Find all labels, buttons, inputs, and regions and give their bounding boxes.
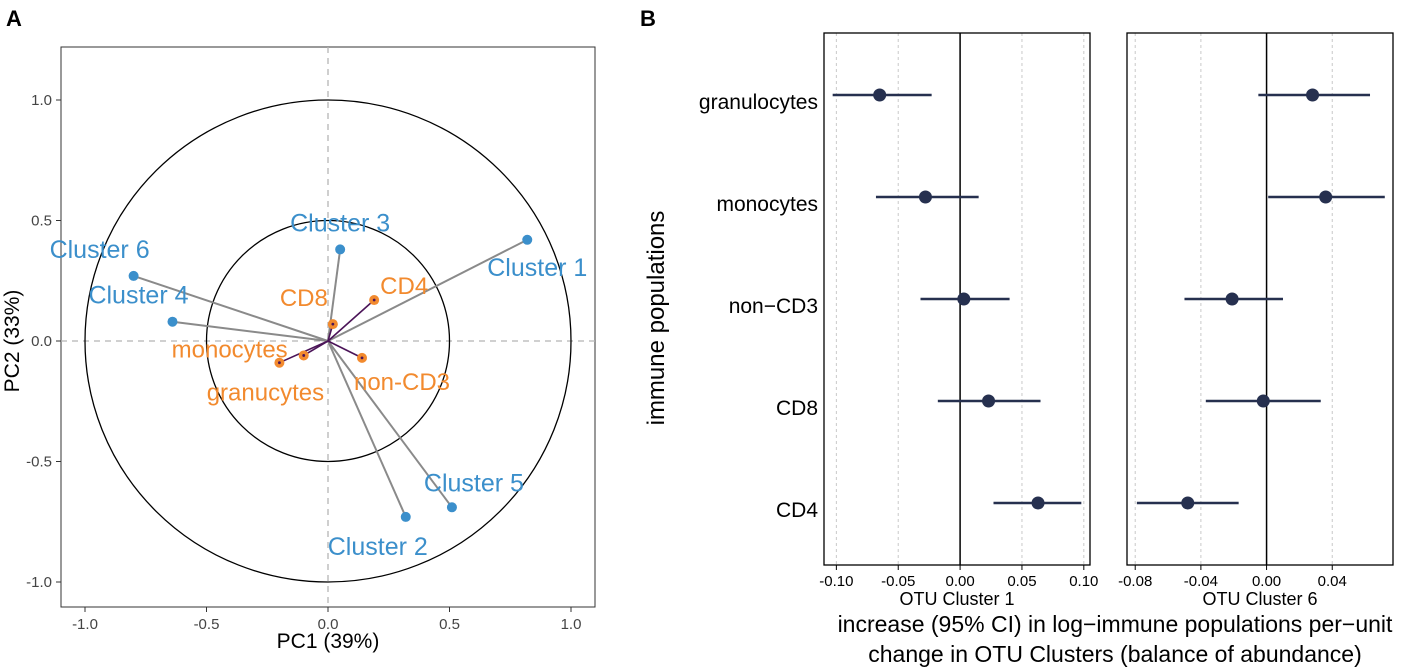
point-center-non-cd3 [360,356,364,360]
otu-cluster-1-frame [823,32,1091,566]
otu-cluster-6-x-tick-label: -0.04 [1184,573,1218,590]
pca-y-tick-label: -0.5 [26,454,52,471]
vector-line-cluster-5 [327,340,453,508]
otu-cluster-1-x-tick-label: -0.05 [881,573,915,590]
pca-x-tick-label: -1.0 [72,616,98,633]
estimate-point-otu-cluster-6-monocytes [1319,190,1333,204]
label-granucytes: granucytes [207,380,324,407]
estimate-point-otu-cluster-1-non-cd3 [957,292,971,306]
pca-y-tick-label: -1.0 [26,574,52,591]
vector-line-non-cd3 [327,340,363,359]
category-label-monocytes: monocytes [716,193,818,216]
point-center-cd8 [331,322,335,326]
pca-x-axis-title: PC1 (39%) [277,630,380,653]
label-cluster-4: Cluster 4 [88,282,188,310]
label-cd4: CD4 [380,273,428,300]
estimate-point-otu-cluster-6-cd8 [1256,394,1270,408]
facet-otu-cluster-1: -0.10 -0.05 0.00 0.05 0.10 OTU Cluster 1 [819,32,1098,609]
point-center-monocytes [302,354,306,357]
point-center-granucytes [278,361,281,365]
estimate-point-otu-cluster-6-granulocytes [1306,88,1320,102]
forest-y-axis-title: immune populations [643,211,670,426]
estimate-point-otu-cluster-1-cd8 [982,394,996,408]
pca-x-tick-label: 0.0 [318,616,339,633]
pca-circles [84,99,572,583]
vector-line-cd4 [327,299,375,342]
forest-x-axis-title-line2: change in OTU Clusters (balance of abund… [868,641,1362,667]
pca-y-axis-title: PC2 (33%) [1,290,24,393]
vector-line-cluster-6 [133,274,329,342]
vector-line-cluster-2 [327,340,407,518]
estimate-point-otu-cluster-1-granulocytes [873,88,887,102]
point-cluster-5 [446,502,457,513]
pca-point-labels: Cluster 1 Cluster 2 Cluster 3 Cluster 4 Clus… [50,209,588,561]
category-label-granulocytes: granulocytes [699,91,818,114]
pca-points [128,234,533,522]
label-cluster-5: Cluster 5 [424,469,524,497]
forest-category-labels: granulocytes monocytes non−CD3 CD8 CD4 [699,91,818,522]
pca-x-ticks: -1.0 -0.5 0.0 0.5 1.0 [72,607,581,633]
pca-x-tick-label: 1.0 [561,616,582,633]
pca-y-tick-label: 0.5 [31,213,52,230]
pca-circle-inner [205,219,451,463]
pca-reference-lines [61,47,595,607]
otu-cluster-1-x-tick-label: 0.10 [1069,573,1098,590]
point-cluster-1 [522,234,533,245]
pca-y-tick-label: 0.0 [31,333,52,350]
label-non-cd3: non-CD3 [354,369,450,396]
estimate-point-otu-cluster-6-cd4 [1181,496,1195,510]
label-cluster-3: Cluster 3 [290,209,390,237]
panel-b-label: B [640,6,656,31]
otu-cluster-6-title: OTU Cluster 6 [1202,589,1317,609]
otu-cluster-1-x-tick-label: 0.00 [945,573,974,590]
pca-x-tick-label: -0.5 [194,616,220,633]
panel-a-label: A [6,6,22,31]
vector-line-cluster-1 [327,238,528,342]
label-monocytes: monocytes [172,336,288,363]
label-cluster-1: Cluster 1 [487,254,587,282]
category-label-cd8: CD8 [776,397,818,420]
point-cluster-2 [400,511,411,522]
pca-x-tick-label: 0.5 [439,616,460,633]
otu-cluster-6-x-tick-label: -0.08 [1118,573,1152,590]
forest-panel: -0.10 -0.05 0.00 0.05 0.10 OTU Cluster 1 -0.0… [643,32,1394,667]
otu-cluster-1-title: OTU Cluster 1 [899,589,1014,609]
category-label-non-cd3: non−CD3 [729,295,818,318]
otu-cluster-1-x-tick-label: 0.05 [1007,573,1036,590]
otu-cluster-6-frame [1126,32,1394,566]
label-cluster-6: Cluster 6 [50,236,150,264]
pca-panel: Cluster 1 Cluster 2 Cluster 3 Cluster 4 Clus… [1,46,596,653]
point-cluster-6 [128,270,139,281]
vector-line-cluster-4 [172,320,329,342]
estimate-point-otu-cluster-1-monocytes [918,190,932,204]
point-center-cd4 [372,298,376,302]
cluster-vector-lines [133,238,528,518]
pca-circle-outer [84,99,572,583]
otu-cluster-1-x-tick-label: -0.10 [819,573,853,590]
otu-cluster-6-x-tick-label: 0.00 [1252,573,1281,590]
pca-y-tick-label: 1.0 [31,92,52,109]
estimate-point-otu-cluster-1-cd4 [1031,496,1045,510]
label-cd8: CD8 [280,285,328,312]
otu-cluster-6-x-tick-label: 0.04 [1318,573,1347,590]
pca-y-ticks: -1.0 -0.5 0.0 0.5 1.0 [26,92,61,591]
forest-x-axis-title-line1: increase (95% CI) in log−immune populati… [838,611,1393,637]
point-cluster-4 [167,316,178,327]
category-label-cd4: CD4 [776,499,818,522]
label-cluster-2: Cluster 2 [328,533,428,561]
point-cluster-3 [335,244,346,255]
estimate-point-otu-cluster-6-non-cd3 [1225,292,1239,306]
